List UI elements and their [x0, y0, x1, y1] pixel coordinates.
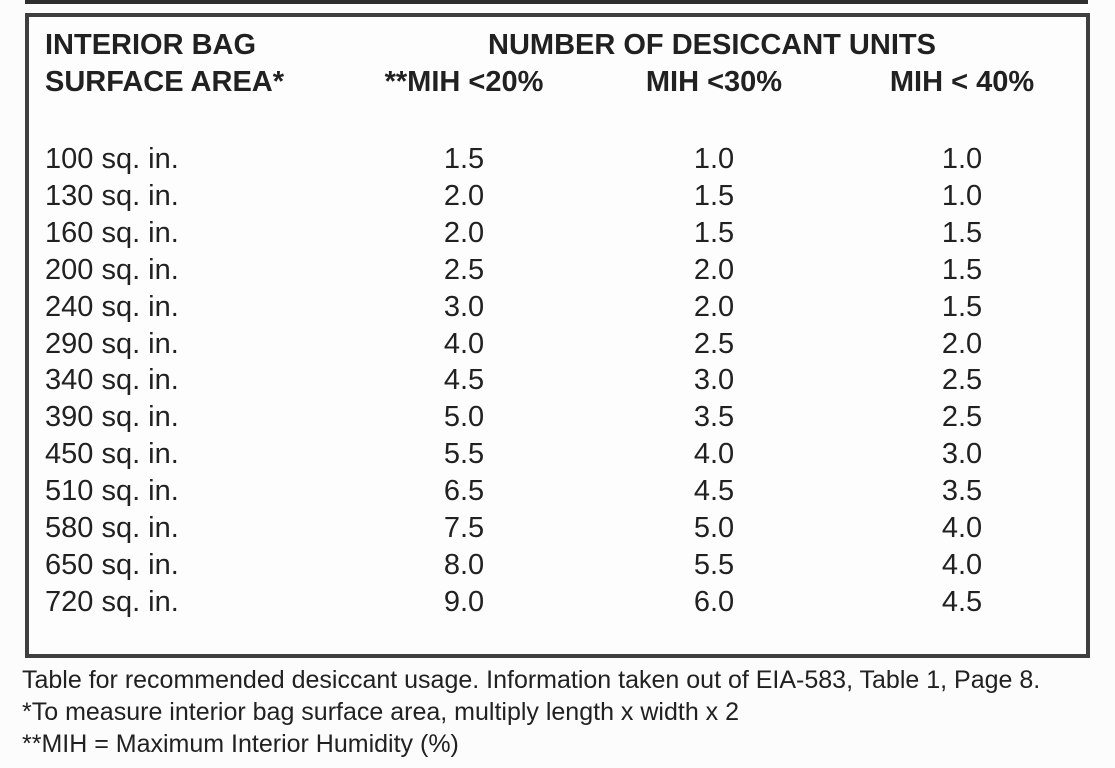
surface-area-cell: 720 sq. in.	[45, 585, 179, 618]
surface-area-cell: 450 sq. in.	[45, 438, 179, 471]
table-row: 720 sq. in. 9.0 6.0 4.5	[29, 584, 1086, 621]
mih30-value-cell: 1.5	[693, 216, 735, 249]
table-row: 650 sq. in. 8.0 5.5 4.0	[29, 547, 1086, 584]
table-row: 450 sq. in. 5.5 4.0 3.0	[29, 436, 1086, 473]
mih20-value-cell: 8.0	[443, 548, 485, 581]
table-caption: Table for recommended desiccant usage. I…	[22, 666, 1041, 694]
table-header: INTERIOR BAG NUMBER OF DESICCANT UNITS S…	[29, 17, 1086, 141]
table-row: 290 sq. in. 4.0 2.5 2.0	[29, 326, 1086, 363]
row-header-line1: INTERIOR BAG	[45, 29, 257, 61]
mih30-value-cell: 6.0	[693, 585, 735, 618]
table-row: 340 sq. in. 4.5 3.0 2.5	[29, 362, 1086, 399]
surface-area-cell: 100 sq. in.	[45, 143, 179, 175]
surface-area-cell: 240 sq. in.	[45, 290, 179, 323]
mih40-value-cell: 2.5	[941, 364, 983, 397]
mih30-value-cell: 4.5	[693, 475, 735, 508]
surface-area-cell: 390 sq. in.	[45, 401, 179, 434]
column-header-mih20: **MIH <20%	[384, 66, 544, 98]
mih20-value-cell: 2.0	[443, 179, 485, 212]
mih40-value-cell: 4.0	[941, 548, 983, 581]
mih20-value-cell: 5.5	[443, 438, 485, 471]
mih30-value-cell: 2.0	[693, 253, 735, 286]
mih40-value-cell: 3.0	[941, 438, 983, 471]
column-header-mih40: MIH < 40%	[889, 66, 1035, 98]
column-header-mih30: MIH <30%	[645, 66, 783, 98]
mih40-value-cell: 1.5	[941, 290, 983, 323]
mih30-value-cell: 4.0	[693, 438, 735, 471]
mih30-value-cell: 2.5	[693, 327, 735, 360]
mih40-value-cell: 2.5	[941, 401, 983, 434]
mih20-value-cell: 9.0	[443, 585, 485, 618]
footnote-surface-area: *To measure interior bag surface area, m…	[22, 698, 740, 726]
mih40-value-cell: 1.0	[941, 179, 983, 212]
mih30-value-cell: 5.5	[693, 548, 735, 581]
mih20-value-cell: 7.5	[443, 512, 485, 545]
mih30-value-cell: 1.5	[693, 179, 735, 212]
mih40-value-cell: 1.5	[941, 253, 983, 286]
surface-area-cell: 510 sq. in.	[45, 475, 179, 508]
mih40-value-cell: 4.5	[941, 585, 983, 618]
top-crop-line	[25, 0, 1088, 4]
table-row: 100 sq. in. 1.5 1.0 1.0	[29, 141, 1086, 178]
table-row: 160 sq. in. 2.0 1.5 1.5	[29, 215, 1086, 252]
table-row: 240 sq. in. 3.0 2.0 1.5	[29, 289, 1086, 326]
mih20-value-cell: 6.5	[443, 475, 485, 508]
table-body: 100 sq. in. 1.5 1.0 1.0 130 sq. in. 2.0 …	[29, 141, 1086, 621]
surface-area-cell: 340 sq. in.	[45, 364, 179, 397]
table-row: 580 sq. in. 7.5 5.0 4.0	[29, 510, 1086, 547]
surface-area-cell: 160 sq. in.	[45, 216, 179, 249]
group-header: NUMBER OF DESICCANT UNITS	[488, 29, 936, 61]
mih20-value-cell: 4.5	[443, 364, 485, 397]
footnote-mih-definition: **MIH = Maximum Interior Humidity (%)	[22, 730, 459, 758]
mih20-value-cell: 2.0	[443, 216, 485, 249]
surface-area-cell: 130 sq. in.	[45, 179, 179, 212]
table-row: 130 sq. in. 2.0 1.5 1.0	[29, 178, 1086, 215]
table-row: 510 sq. in. 6.5 4.5 3.5	[29, 473, 1086, 510]
mih30-value-cell: 1.0	[693, 143, 735, 175]
mih40-value-cell: 4.0	[941, 512, 983, 545]
mih20-value-cell: 3.0	[443, 290, 485, 323]
desiccant-table-box: INTERIOR BAG NUMBER OF DESICCANT UNITS S…	[25, 13, 1090, 658]
table-row: 390 sq. in. 5.0 3.5 2.5	[29, 399, 1086, 436]
mih40-value-cell: 1.0	[941, 143, 983, 175]
mih20-value-cell: 1.5	[443, 143, 485, 175]
mih30-value-cell: 2.0	[693, 290, 735, 323]
footnotes: Table for recommended desiccant usage. I…	[22, 664, 1102, 760]
surface-area-cell: 200 sq. in.	[45, 253, 179, 286]
mih20-value-cell: 2.5	[443, 253, 485, 286]
mih30-value-cell: 3.5	[693, 401, 735, 434]
surface-area-cell: 580 sq. in.	[45, 512, 179, 545]
surface-area-cell: 650 sq. in.	[45, 548, 179, 581]
desiccant-usage-table: INTERIOR BAG NUMBER OF DESICCANT UNITS S…	[29, 17, 1086, 621]
mih20-value-cell: 4.0	[443, 327, 485, 360]
mih20-value-cell: 5.0	[443, 401, 485, 434]
mih40-value-cell: 3.5	[941, 475, 983, 508]
table-row: 200 sq. in. 2.5 2.0 1.5	[29, 252, 1086, 289]
mih30-value-cell: 5.0	[693, 512, 735, 545]
mih40-value-cell: 2.0	[941, 327, 983, 360]
row-header-line2: SURFACE AREA*	[45, 66, 285, 98]
surface-area-cell: 290 sq. in.	[45, 327, 179, 360]
mih30-value-cell: 3.0	[693, 364, 735, 397]
mih40-value-cell: 1.5	[941, 216, 983, 249]
